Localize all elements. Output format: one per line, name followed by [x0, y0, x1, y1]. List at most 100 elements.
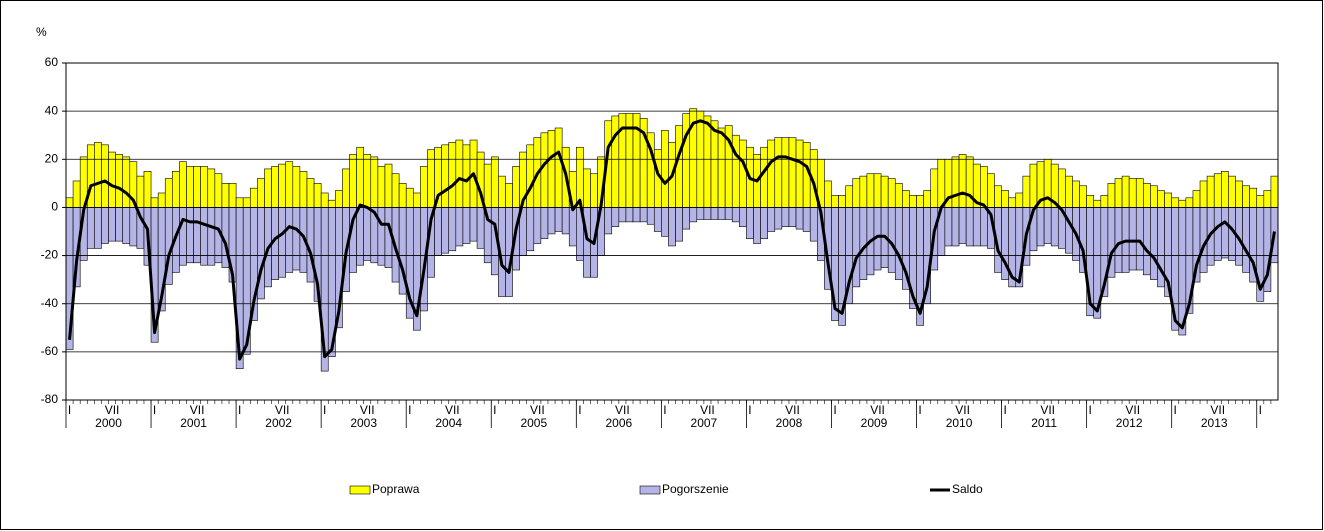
x-tick-label: I: [68, 403, 71, 417]
x-tick-label: I: [1089, 403, 1092, 417]
bar: [349, 154, 357, 208]
x-tick-label: VII: [190, 403, 205, 417]
bar: [1107, 183, 1116, 208]
bar: [987, 173, 995, 208]
bar: [675, 207, 683, 242]
legend-label: Poprawa: [372, 482, 420, 496]
bar: [214, 173, 223, 208]
bar: [547, 130, 556, 208]
bar: [264, 168, 272, 208]
year-label: 2006: [605, 416, 632, 430]
x-tick-label: I: [408, 403, 411, 417]
legend-item: Poprawa: [349, 482, 420, 496]
bar: [937, 158, 946, 208]
bar: [1220, 207, 1229, 259]
bar: [838, 195, 846, 208]
bar: [108, 151, 116, 208]
bar: [292, 166, 301, 208]
bar: [1114, 207, 1123, 273]
bar: [909, 195, 917, 208]
bar: [724, 207, 733, 220]
bar: [94, 207, 102, 249]
bar: [200, 207, 209, 266]
bar: [186, 166, 194, 208]
bar: [632, 207, 641, 223]
x-tick-label: I: [833, 403, 836, 417]
y-tick-label: 20: [45, 151, 59, 165]
bar: [1213, 173, 1222, 208]
x-tick-label: I: [323, 403, 326, 417]
bar: [845, 185, 854, 208]
x-tick-label: I: [153, 403, 156, 417]
bar: [788, 137, 797, 208]
bar: [972, 207, 981, 247]
year-label: 2009: [861, 416, 888, 430]
x-tick-label: VII: [700, 403, 715, 417]
bar: [1072, 180, 1080, 208]
bar: [1121, 175, 1130, 208]
bar: [590, 173, 598, 208]
bar: [944, 207, 953, 247]
y-tick-label: -20: [41, 248, 59, 262]
bar: [122, 156, 131, 208]
bar: [703, 207, 712, 220]
bar: [568, 207, 577, 247]
bar: [186, 207, 194, 264]
x-tick-label: I: [663, 403, 666, 417]
bar: [710, 207, 719, 220]
bar: [1150, 185, 1158, 208]
year-label: 2005: [520, 416, 547, 430]
bar: [1001, 190, 1009, 208]
bar: [576, 146, 584, 208]
bar: [859, 175, 868, 208]
bar: [916, 195, 924, 208]
bar: [682, 207, 691, 230]
x-tick-label: VII: [275, 403, 290, 417]
bar: [611, 207, 620, 227]
bar: [1135, 178, 1144, 208]
bar: [1206, 175, 1215, 208]
bar: [1242, 207, 1250, 273]
bar: [1164, 192, 1172, 208]
bar: [859, 207, 868, 280]
bar: [526, 144, 535, 208]
bar: [172, 171, 180, 208]
bar: [1114, 178, 1123, 208]
bar: [1008, 197, 1017, 208]
bar: [1228, 175, 1236, 208]
bar: [455, 139, 464, 208]
year-label: 2004: [435, 416, 462, 430]
year-label: 2008: [776, 416, 803, 430]
x-tick-label: I: [1003, 403, 1006, 417]
bar: [108, 207, 116, 242]
bar: [880, 175, 889, 208]
bar: [1192, 190, 1201, 208]
year-label: 2011: [1031, 416, 1057, 430]
bar: [958, 154, 967, 208]
bar: [377, 207, 386, 266]
bar: [653, 207, 662, 232]
bar: [412, 192, 421, 208]
bar: [398, 183, 407, 208]
bar: [115, 207, 124, 242]
bar: [207, 168, 216, 208]
bar: [739, 207, 747, 227]
bar: [774, 207, 783, 230]
legend-item: Saldo: [930, 482, 983, 496]
bar: [583, 168, 591, 208]
bar: [1213, 207, 1222, 261]
bar: [405, 187, 414, 208]
year-label: 2003: [350, 416, 377, 430]
x-tick-label: VII: [1125, 403, 1140, 417]
bar: [696, 207, 705, 220]
bar: [498, 175, 506, 208]
bar: [1263, 190, 1272, 208]
bar: [427, 149, 435, 208]
x-tick-label: I: [493, 403, 496, 417]
bar: [370, 156, 379, 208]
bar: [313, 183, 322, 208]
bar: [1100, 195, 1109, 208]
bar: [207, 207, 216, 266]
bar: [703, 115, 712, 208]
